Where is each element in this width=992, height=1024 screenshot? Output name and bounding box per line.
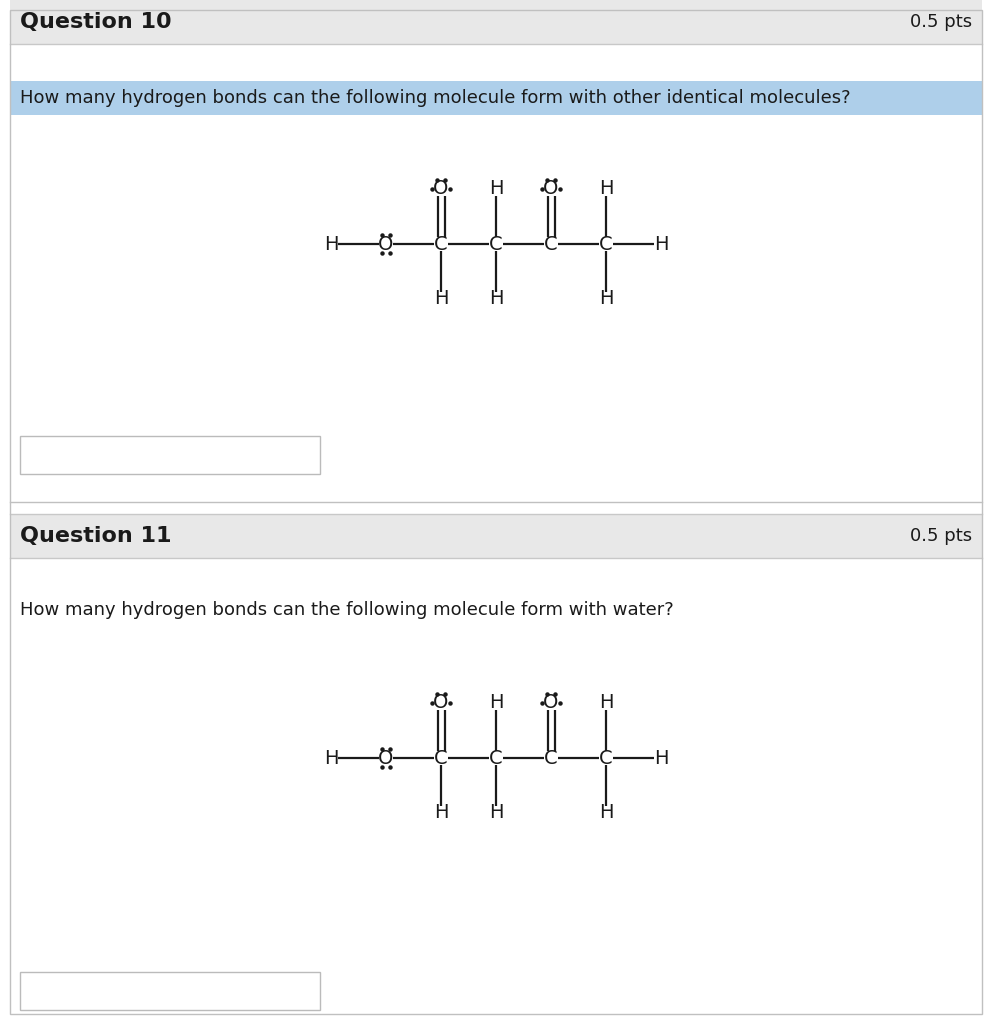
Text: C: C [434, 234, 447, 254]
Text: O: O [434, 693, 448, 713]
Text: H: H [489, 179, 503, 199]
Text: H: H [489, 290, 503, 308]
Text: H: H [599, 804, 613, 822]
Text: H: H [489, 693, 503, 713]
Text: How many hydrogen bonds can the following molecule form with other identical mol: How many hydrogen bonds can the followin… [20, 89, 850, 106]
Text: H: H [654, 749, 669, 768]
Text: H: H [654, 234, 669, 254]
Text: O: O [378, 234, 394, 254]
Text: 0.5 pts: 0.5 pts [910, 527, 972, 545]
Text: C: C [545, 749, 558, 768]
Text: Question 10: Question 10 [20, 12, 172, 32]
Text: O: O [544, 693, 558, 713]
Text: H: H [599, 179, 613, 199]
FancyBboxPatch shape [20, 436, 320, 474]
FancyBboxPatch shape [10, 0, 982, 44]
Text: C: C [599, 234, 613, 254]
Text: O: O [544, 179, 558, 199]
FancyBboxPatch shape [10, 514, 982, 558]
Text: 0.5 pts: 0.5 pts [910, 13, 972, 31]
Text: H: H [323, 234, 338, 254]
Text: H: H [489, 804, 503, 822]
Text: C: C [434, 749, 447, 768]
Text: Question 11: Question 11 [20, 526, 172, 546]
Text: O: O [434, 179, 448, 199]
Text: O: O [378, 749, 394, 768]
Text: H: H [434, 804, 448, 822]
Text: How many hydrogen bonds can the following molecule form with water?: How many hydrogen bonds can the followin… [20, 601, 674, 618]
Text: H: H [599, 290, 613, 308]
Text: H: H [599, 693, 613, 713]
FancyBboxPatch shape [10, 81, 982, 115]
FancyBboxPatch shape [20, 972, 320, 1010]
Text: H: H [434, 290, 448, 308]
Text: C: C [489, 234, 503, 254]
Text: C: C [545, 234, 558, 254]
Text: H: H [323, 749, 338, 768]
Text: C: C [489, 749, 503, 768]
Text: C: C [599, 749, 613, 768]
